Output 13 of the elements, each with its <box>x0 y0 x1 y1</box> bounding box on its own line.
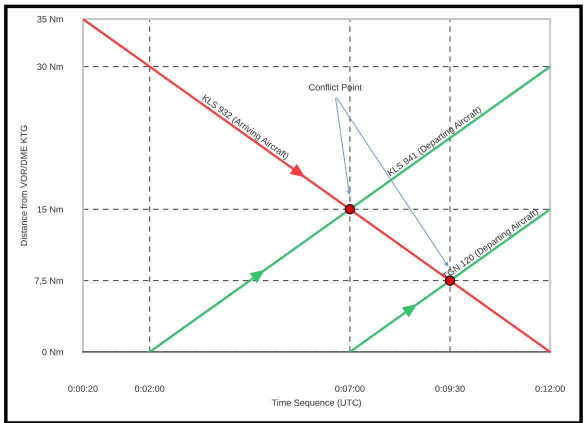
x-tick-label: 0:02:00 <box>134 386 164 392</box>
y-tick-label: 35 Nm <box>37 16 63 22</box>
y-tick-label: 7,5 Nm <box>34 278 63 286</box>
x-tick-label: 0:07:00 <box>335 386 365 392</box>
x-tick-label: 0:00:20 <box>68 386 98 392</box>
y-axis-title: Distance from VOR/DME KTG <box>20 125 28 246</box>
y-tick-label: 0 Nm <box>42 348 63 356</box>
y-tick-label: 30 Nm <box>37 64 63 70</box>
y-tick-label: 15 Nm <box>38 206 63 213</box>
x-tick-label: 0:09:30 <box>435 386 465 392</box>
x-tick-label: 0:12:00 <box>535 386 565 392</box>
x-axis-title: Time Sequence (UTC) <box>272 399 361 408</box>
annotation: Conflict Point <box>309 84 362 90</box>
